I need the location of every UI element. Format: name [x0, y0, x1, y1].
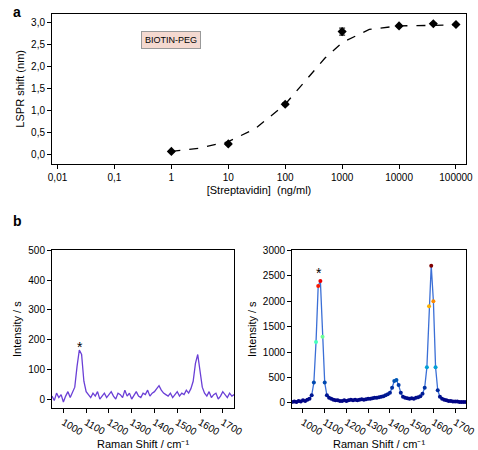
svg-text:[Streptavidin] (ng/ml): [Streptavidin] (ng/ml)	[207, 184, 312, 196]
svg-text:*: *	[77, 339, 83, 355]
svg-text:1000: 1000	[60, 417, 85, 438]
svg-text:200: 200	[28, 334, 45, 345]
svg-text:LSPR shift (nm): LSPR shift (nm)	[14, 50, 26, 128]
svg-text:0: 0	[280, 397, 286, 408]
svg-text:a: a	[13, 4, 21, 20]
svg-text:Raman Shift / cm⁻¹: Raman Shift / cm⁻¹	[333, 438, 425, 450]
svg-text:1,0: 1,0	[31, 105, 45, 116]
svg-text:0,1: 0,1	[107, 172, 121, 183]
svg-text:2000: 2000	[263, 296, 286, 307]
svg-text:3000: 3000	[263, 245, 286, 256]
svg-text:2,0: 2,0	[31, 61, 45, 72]
svg-text:2500: 2500	[263, 270, 286, 281]
svg-text:1100: 1100	[83, 417, 108, 437]
svg-text:1500: 1500	[174, 417, 199, 438]
svg-text:1300: 1300	[365, 417, 390, 438]
svg-text:*: *	[316, 265, 322, 281]
svg-text:Raman Shift / cm⁻¹: Raman Shift / cm⁻¹	[97, 438, 189, 450]
svg-text:1000: 1000	[263, 347, 286, 358]
svg-text:0,5: 0,5	[31, 127, 45, 138]
svg-text:100: 100	[277, 172, 294, 183]
svg-text:1200: 1200	[343, 417, 368, 438]
svg-text:300: 300	[28, 304, 45, 315]
svg-text:10000: 10000	[385, 172, 413, 183]
svg-text:0,0: 0,0	[31, 149, 45, 160]
svg-text:400: 400	[28, 275, 45, 286]
svg-text:10: 10	[223, 172, 235, 183]
svg-text:3,0: 3,0	[31, 17, 45, 28]
svg-text:1400: 1400	[386, 417, 411, 438]
svg-text:Intensity / s: Intensity / s	[11, 301, 23, 357]
svg-text:100000: 100000	[439, 172, 473, 183]
svg-text:1300: 1300	[128, 417, 153, 438]
svg-text:0: 0	[39, 394, 45, 405]
svg-text:2,5: 2,5	[31, 39, 45, 50]
svg-text:1500: 1500	[408, 417, 433, 438]
svg-text:0,01: 0,01	[48, 172, 68, 183]
svg-text:1000: 1000	[331, 172, 354, 183]
svg-text:500: 500	[28, 245, 45, 256]
svg-text:1400: 1400	[151, 417, 176, 438]
svg-text:1,5: 1,5	[31, 83, 45, 94]
svg-text:1600: 1600	[430, 417, 455, 438]
svg-text:500: 500	[268, 372, 285, 383]
svg-text:b: b	[13, 213, 22, 229]
svg-text:100: 100	[28, 364, 45, 375]
svg-text:1100: 1100	[321, 417, 346, 437]
svg-text:1700: 1700	[219, 417, 244, 438]
svg-text:1200: 1200	[105, 417, 130, 438]
svg-text:1700: 1700	[452, 417, 477, 438]
svg-text:1600: 1600	[197, 417, 222, 438]
svg-text:1: 1	[169, 172, 175, 183]
svg-text:1500: 1500	[263, 321, 286, 332]
svg-text:BIOTIN-PEG: BIOTIN-PEG	[145, 35, 197, 45]
svg-text:1000: 1000	[299, 417, 324, 438]
svg-text:Intensity / s: Intensity / s	[246, 301, 258, 357]
